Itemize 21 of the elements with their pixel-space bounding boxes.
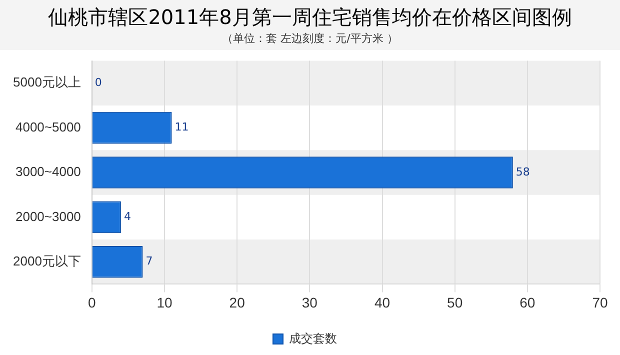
data-label: 4 (124, 210, 131, 224)
y-tick-label: 2000~3000 (15, 208, 81, 224)
y-tick-label: 2000元以下 (13, 253, 81, 268)
legend-label: 成交套数 (289, 331, 337, 346)
y-tick-label: 5000元以上 (13, 74, 81, 90)
data-label: 7 (146, 254, 153, 268)
x-tick-label: 0 (88, 294, 96, 310)
x-tick-label: 40 (374, 294, 390, 310)
x-tick-label: 60 (520, 294, 536, 310)
data-label: 11 (174, 120, 189, 134)
data-label: 58 (516, 165, 530, 178)
x-tick-label: 20 (229, 294, 246, 310)
y-tick-label: 4000~5000 (15, 119, 81, 134)
data-label: 0 (94, 76, 102, 89)
chart-subtitle: （单位：套 左边刻度：元/平方米 ） (221, 31, 399, 46)
x-tick-label: 70 (592, 294, 608, 310)
x-tick-label: 10 (156, 294, 172, 310)
y-tick-label: 3000~4000 (15, 164, 81, 180)
chart-title: 仙桃市辖区2011年8月第一周住宅销售均价在价格区间图例 (47, 4, 573, 31)
x-tick-label: 30 (302, 294, 318, 310)
x-tick-label: 50 (447, 294, 463, 310)
